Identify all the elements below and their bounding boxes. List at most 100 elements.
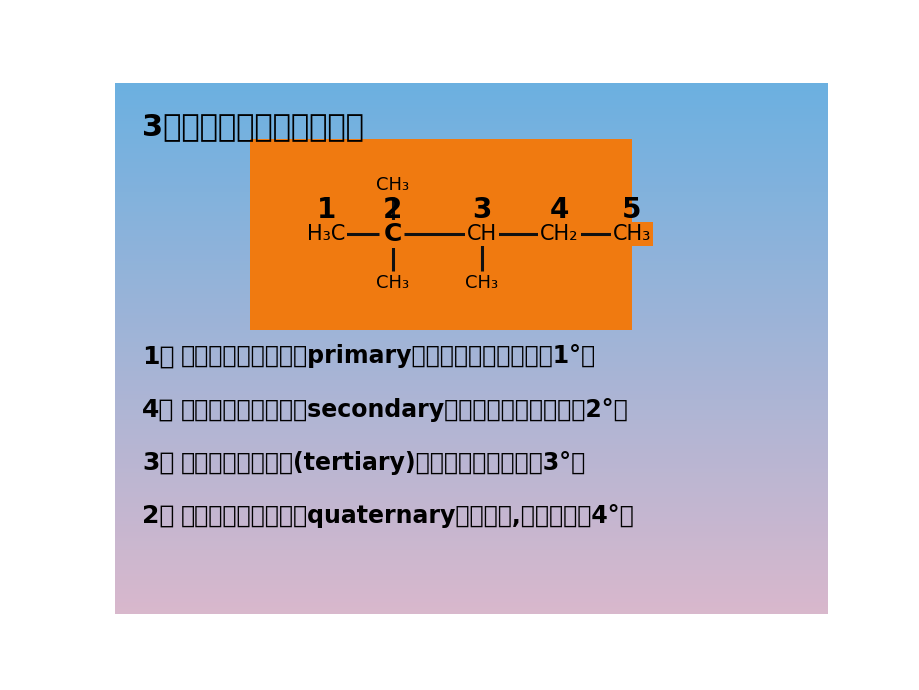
Bar bbox=[115, 311, 827, 313]
Bar bbox=[115, 304, 827, 306]
Bar bbox=[115, 370, 827, 371]
Bar bbox=[115, 338, 827, 339]
Bar bbox=[115, 448, 827, 449]
Bar bbox=[115, 225, 827, 226]
Bar bbox=[115, 162, 827, 164]
Bar bbox=[115, 466, 827, 468]
Bar bbox=[115, 439, 827, 440]
Bar bbox=[115, 155, 827, 156]
Bar bbox=[115, 291, 827, 293]
Bar bbox=[115, 123, 827, 124]
Bar bbox=[115, 462, 827, 463]
Bar bbox=[115, 294, 827, 295]
Text: CH₃: CH₃ bbox=[376, 176, 409, 194]
Bar bbox=[115, 219, 827, 221]
Bar bbox=[115, 508, 827, 509]
Bar bbox=[115, 192, 827, 193]
Bar bbox=[115, 577, 827, 578]
Bar bbox=[115, 268, 827, 270]
Bar bbox=[115, 609, 827, 610]
Bar bbox=[115, 589, 827, 590]
Bar bbox=[115, 259, 827, 261]
Bar bbox=[115, 435, 827, 436]
Bar bbox=[115, 121, 827, 123]
Bar bbox=[115, 275, 827, 277]
Bar bbox=[115, 323, 827, 324]
Bar bbox=[115, 87, 827, 88]
Text: 4：: 4： bbox=[142, 397, 175, 422]
Bar bbox=[115, 160, 827, 161]
Bar bbox=[115, 224, 827, 225]
Bar bbox=[115, 406, 827, 407]
Bar bbox=[115, 195, 827, 196]
Bar bbox=[115, 379, 827, 380]
Bar bbox=[115, 228, 827, 229]
Bar bbox=[115, 271, 827, 273]
Bar bbox=[115, 373, 827, 374]
Bar bbox=[115, 153, 827, 155]
Bar bbox=[115, 213, 827, 215]
Bar bbox=[115, 319, 827, 321]
Bar bbox=[115, 185, 827, 186]
Bar bbox=[115, 368, 827, 370]
Bar bbox=[115, 179, 827, 180]
Bar bbox=[115, 561, 827, 562]
Bar bbox=[115, 477, 827, 479]
Bar bbox=[115, 442, 827, 443]
Bar bbox=[115, 355, 827, 357]
Bar bbox=[115, 115, 827, 116]
Bar bbox=[115, 431, 827, 432]
Bar bbox=[115, 509, 827, 511]
Bar bbox=[115, 117, 827, 119]
Bar bbox=[115, 149, 827, 150]
Bar bbox=[115, 217, 827, 218]
Bar bbox=[115, 422, 827, 423]
Bar bbox=[115, 560, 827, 561]
Bar bbox=[115, 233, 827, 234]
Bar bbox=[115, 324, 827, 326]
Bar bbox=[115, 193, 827, 195]
Bar bbox=[115, 585, 827, 586]
Bar bbox=[115, 566, 827, 568]
Bar bbox=[115, 299, 827, 301]
Bar bbox=[115, 230, 827, 232]
Bar bbox=[115, 380, 827, 382]
Bar bbox=[115, 170, 827, 172]
Bar bbox=[115, 473, 827, 475]
Bar bbox=[115, 384, 827, 386]
Bar bbox=[115, 242, 827, 244]
Bar bbox=[115, 570, 827, 571]
Bar bbox=[115, 528, 827, 529]
Bar bbox=[115, 595, 827, 597]
Bar bbox=[115, 241, 827, 242]
Bar bbox=[115, 433, 827, 435]
Bar bbox=[115, 315, 827, 317]
Bar bbox=[115, 273, 827, 274]
Bar bbox=[115, 411, 827, 412]
Bar bbox=[115, 366, 827, 367]
Bar bbox=[115, 254, 827, 255]
Bar bbox=[115, 578, 827, 580]
Bar bbox=[115, 429, 827, 431]
Bar bbox=[115, 90, 827, 91]
Bar bbox=[115, 554, 827, 555]
Bar bbox=[115, 251, 827, 253]
Bar bbox=[115, 456, 827, 457]
Bar bbox=[115, 489, 827, 491]
Bar bbox=[115, 157, 827, 159]
Bar bbox=[115, 520, 827, 521]
Bar bbox=[115, 177, 827, 179]
Bar bbox=[115, 444, 827, 446]
Bar bbox=[115, 390, 827, 391]
Text: 与二个碳相连，仲（secondary）碳原子，或二级碳（2°）: 与二个碳相连，仲（secondary）碳原子，或二级碳（2°） bbox=[181, 397, 629, 422]
Bar bbox=[115, 184, 827, 185]
Bar bbox=[115, 397, 827, 399]
Bar bbox=[115, 137, 827, 139]
Bar bbox=[115, 100, 827, 101]
Text: 与三个碳相连，叔(tertiary)碳原子，或三级碳（3°）: 与三个碳相连，叔(tertiary)碳原子，或三级碳（3°） bbox=[181, 451, 586, 475]
Bar bbox=[115, 201, 827, 202]
Bar bbox=[115, 545, 827, 546]
Bar bbox=[115, 169, 827, 170]
Bar bbox=[115, 282, 827, 284]
Bar bbox=[115, 538, 827, 540]
